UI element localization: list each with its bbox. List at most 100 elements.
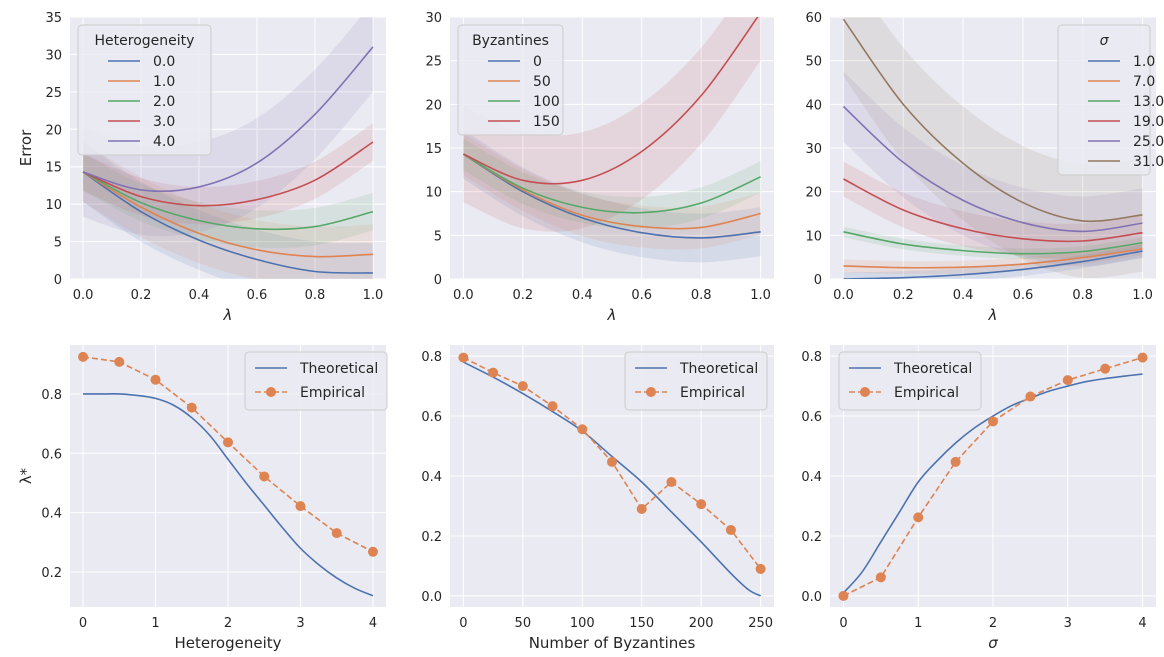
legend-title: σ (1100, 33, 1110, 49)
legend-label: Empirical (300, 385, 365, 401)
series-line-2.0 (82, 171, 374, 231)
series-line-Theoretical (842, 373, 1143, 594)
y-tick-label: 25 (425, 55, 442, 70)
legend-box (457, 24, 564, 136)
data-point (547, 401, 558, 412)
series-line-31.0 (842, 18, 1143, 223)
series-layer (78, 351, 378, 597)
x-tick-label: 0.8 (305, 288, 326, 303)
legend-label: 50 (533, 74, 551, 90)
y-tick-label: 50 (805, 55, 822, 70)
x-tick-label: 0 (459, 616, 467, 631)
legend-label: 7.0 (1133, 74, 1155, 90)
data-point (950, 456, 961, 467)
legend-label: 25.0 (1133, 134, 1164, 150)
y-tick-label: 0 (814, 273, 822, 288)
confidence-band-7.0 (843, 242, 1143, 275)
x-tick-label: 0.2 (893, 288, 914, 303)
data-point (295, 501, 306, 512)
y-tick-label: 35 (45, 11, 62, 26)
y-tick-label: 25 (45, 86, 62, 101)
data-point (696, 499, 707, 510)
legend-label: Theoretical (893, 361, 972, 377)
data-point (666, 476, 677, 487)
x-tick-label: 1 (914, 616, 922, 631)
y-tick-label: 0.4 (41, 507, 62, 522)
data-point (755, 563, 766, 574)
x-tick-label: 0.4 (953, 288, 974, 303)
x-axis-label: Number of Byzantines (529, 634, 696, 652)
legend: Byzantines 0 50 100 150 (457, 24, 564, 136)
data-point (913, 512, 924, 523)
legend-label: 4.0 (153, 134, 175, 150)
x-tick-label: 1.0 (363, 288, 384, 303)
y-tick-label: 0.6 (801, 410, 822, 425)
x-axis-label: λ (223, 306, 233, 324)
x-tick-label: 0.0 (73, 288, 94, 303)
series-layer (842, 17, 1143, 279)
data-point (1062, 375, 1073, 386)
x-tick-label: 1 (151, 616, 159, 631)
legend-box (77, 24, 212, 156)
legend-label: Theoretical (299, 361, 378, 377)
legend-label: 3.0 (153, 114, 175, 130)
x-tick-label: 0.6 (631, 288, 652, 303)
legend-label: 1.0 (1133, 54, 1155, 70)
data-point (78, 351, 89, 362)
x-tick-label: 3 (1064, 616, 1072, 631)
x-tick-label: 200 (689, 616, 714, 631)
subplot-top-left: 0.0 0.2 0.4 0.6 0.8 1.0 0 5 10 15 20 25 30 35 λ Error He… (17, 11, 386, 324)
legend-label: 1.0 (153, 74, 175, 90)
x-tick-label: 1.0 (750, 288, 771, 303)
y-tick-label: 0.4 (421, 470, 442, 485)
legend-label: 19.0 (1133, 114, 1164, 130)
y-axis-label: λ* (17, 467, 35, 484)
legend-box (244, 351, 388, 411)
legend: σ 1.0 7.0 13.0 19.0 25.0 31.0 (1057, 24, 1164, 176)
subplot-bottom-middle: 0 50 100 150 200 250 0.0 0.2 0.4 0.6 0.8 Number of … (421, 345, 774, 652)
series-line-3.0 (82, 141, 374, 207)
confidence-band-31.0 (843, 17, 1143, 279)
legend-marker (860, 387, 870, 397)
confidence-band-1.0 (83, 142, 373, 279)
y-tick-label: 10 (425, 186, 442, 201)
confidence-band-4.0 (83, 17, 373, 237)
data-point (1137, 352, 1148, 363)
y-tick-label: 0.2 (41, 566, 62, 581)
data-point (223, 437, 233, 448)
series-line-Theoretical (83, 393, 374, 597)
data-point (150, 374, 161, 385)
series-line-19.0 (843, 178, 1143, 243)
legend-box (624, 351, 768, 411)
y-tick-label: 0.6 (41, 447, 62, 462)
x-tick-label: 1.0 (1132, 288, 1153, 303)
data-point (1100, 363, 1111, 374)
x-tick-label: 3 (296, 616, 304, 631)
legend: Theoretical Empirical (838, 351, 982, 411)
data-point (114, 356, 125, 367)
y-tick-label: 10 (45, 198, 62, 213)
series-layer (462, 17, 761, 263)
data-point (367, 546, 378, 557)
x-tick-label: 0.2 (512, 288, 533, 303)
x-axis-label: Heterogeneity (174, 634, 281, 652)
legend-label: Theoretical (679, 361, 758, 377)
y-tick-label: 0.8 (421, 350, 442, 365)
confidence-band-13.0 (843, 226, 1143, 259)
y-tick-label: 15 (45, 161, 62, 176)
x-tick-label: 0.8 (691, 288, 712, 303)
y-tick-label: 30 (45, 48, 62, 63)
data-point (636, 503, 647, 514)
confidence-band-0.0 (83, 142, 373, 279)
x-tick-label: 0.8 (1072, 288, 1093, 303)
legend-label: Empirical (680, 385, 745, 401)
x-tick-label: 50 (515, 616, 532, 631)
legend-label: 0 (533, 54, 542, 70)
legend-marker (266, 387, 276, 397)
confidence-band-25.0 (843, 71, 1143, 267)
confidence-band-100 (463, 138, 761, 229)
data-point (988, 416, 998, 427)
y-tick-label: 20 (45, 123, 62, 138)
series-line-13.0 (843, 231, 1143, 255)
x-tick-label: 0.4 (189, 288, 210, 303)
